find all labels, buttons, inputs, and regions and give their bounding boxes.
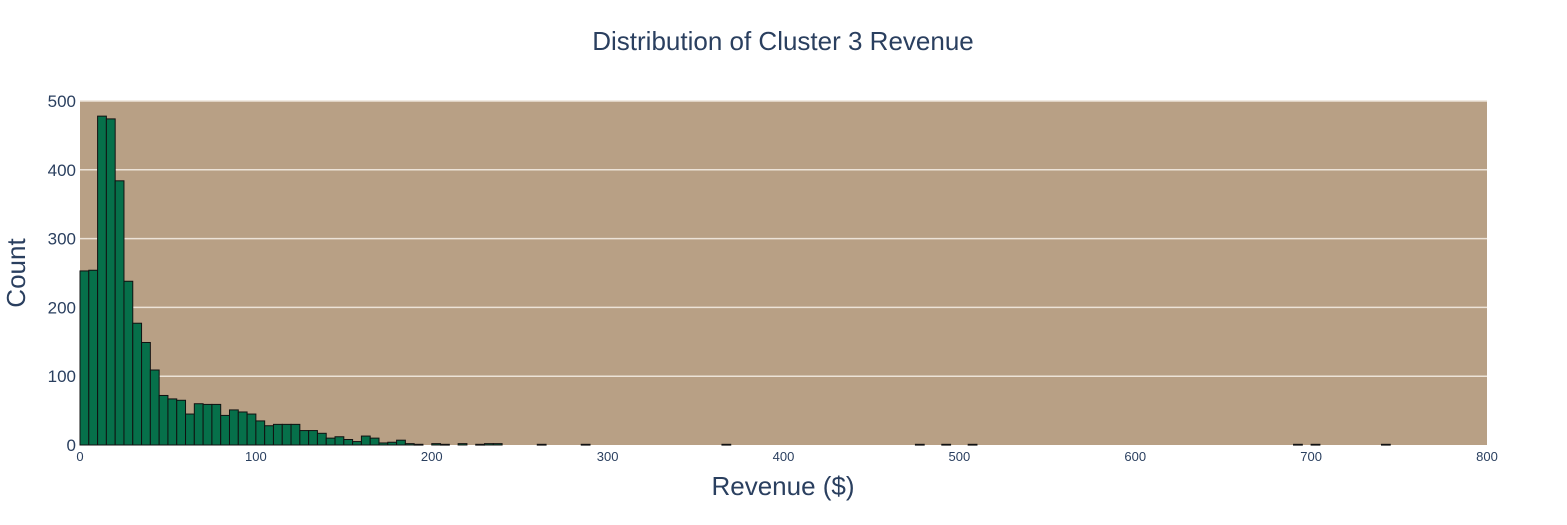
histogram-bar <box>176 399 187 446</box>
y-tick-label: 200 <box>48 298 76 317</box>
histogram-bar <box>88 269 99 446</box>
histogram-bar <box>79 270 90 446</box>
histogram-bars <box>79 115 1391 446</box>
histogram-bar <box>941 443 952 446</box>
histogram-bar <box>167 398 178 446</box>
x-tick-label: 300 <box>597 449 619 464</box>
histogram-bar <box>484 443 494 446</box>
histogram-bar <box>132 322 143 446</box>
y-axis-label: Count <box>1 238 31 308</box>
histogram-bar <box>255 420 266 446</box>
plot-background <box>80 101 1487 445</box>
histogram-bar <box>387 441 398 446</box>
x-tick-label: 500 <box>949 449 971 464</box>
y-tick-label: 0 <box>67 436 76 455</box>
histogram-bar <box>211 403 222 446</box>
y-axis-ticks: 0 100 200 300 400 500 <box>48 92 76 455</box>
histogram-bar <box>114 180 125 446</box>
histogram-bar <box>431 443 442 446</box>
chart-title: Distribution of Cluster 3 Revenue <box>592 26 974 56</box>
histogram-bar <box>105 118 116 446</box>
y-tick-label: 500 <box>48 92 76 111</box>
x-tick-label: 200 <box>421 449 443 464</box>
histogram-bar <box>123 280 134 446</box>
y-tick-label: 400 <box>48 161 76 180</box>
x-tick-label: 600 <box>1124 449 1146 464</box>
histogram-bar <box>290 423 301 446</box>
histogram-bar <box>1293 443 1303 446</box>
x-tick-label: 100 <box>245 449 267 464</box>
histogram-bar <box>360 435 371 446</box>
x-tick-label: 800 <box>1476 449 1498 464</box>
histogram-bar <box>580 443 591 446</box>
histogram-bar <box>97 115 107 446</box>
x-tick-label: 400 <box>773 449 795 464</box>
histogram-bar <box>149 369 160 446</box>
histogram-bar <box>237 411 248 446</box>
x-axis-ticks: 0 100 200 300 400 500 600 700 800 <box>76 449 1497 464</box>
histogram-bar <box>299 430 310 446</box>
y-tick-label: 100 <box>48 367 76 386</box>
histogram-bar <box>1310 443 1321 446</box>
histogram-bar <box>141 341 151 446</box>
histogram-bar <box>404 443 415 446</box>
histogram-bar <box>352 441 362 446</box>
histogram-bar <box>721 443 732 446</box>
histogram-bar <box>967 443 978 446</box>
histogram-bar <box>202 403 213 446</box>
histogram-bar <box>308 430 318 446</box>
histogram-bar <box>158 394 169 446</box>
histogram-bar <box>343 438 354 446</box>
x-tick-label: 700 <box>1300 449 1322 464</box>
histogram-bar <box>325 437 336 446</box>
histogram-bar <box>413 443 424 446</box>
x-tick-label: 0 <box>76 449 83 464</box>
histogram-bar <box>246 413 257 446</box>
histogram-bar <box>396 439 406 446</box>
histogram-bar <box>193 403 204 446</box>
histogram-bar <box>492 443 503 446</box>
histogram-bar <box>228 409 239 446</box>
histogram-bar <box>316 432 327 446</box>
histogram-bar <box>334 436 345 446</box>
histogram-bar <box>440 443 450 446</box>
histogram-bar <box>220 414 230 446</box>
histogram-bar <box>475 443 486 446</box>
gridlines <box>80 100 1487 377</box>
y-tick-label: 300 <box>48 230 76 249</box>
histogram-bar <box>264 425 274 446</box>
histogram-bar <box>457 443 468 446</box>
x-axis-label: Revenue ($) <box>711 471 854 501</box>
histogram-bar <box>281 423 292 446</box>
histogram-bar <box>914 443 925 446</box>
histogram-bar <box>378 442 389 446</box>
histogram-bar <box>369 437 380 446</box>
histogram-bar <box>536 443 547 446</box>
histogram-bar <box>185 413 195 446</box>
histogram-bar <box>1380 443 1391 446</box>
histogram-bar <box>272 423 283 446</box>
